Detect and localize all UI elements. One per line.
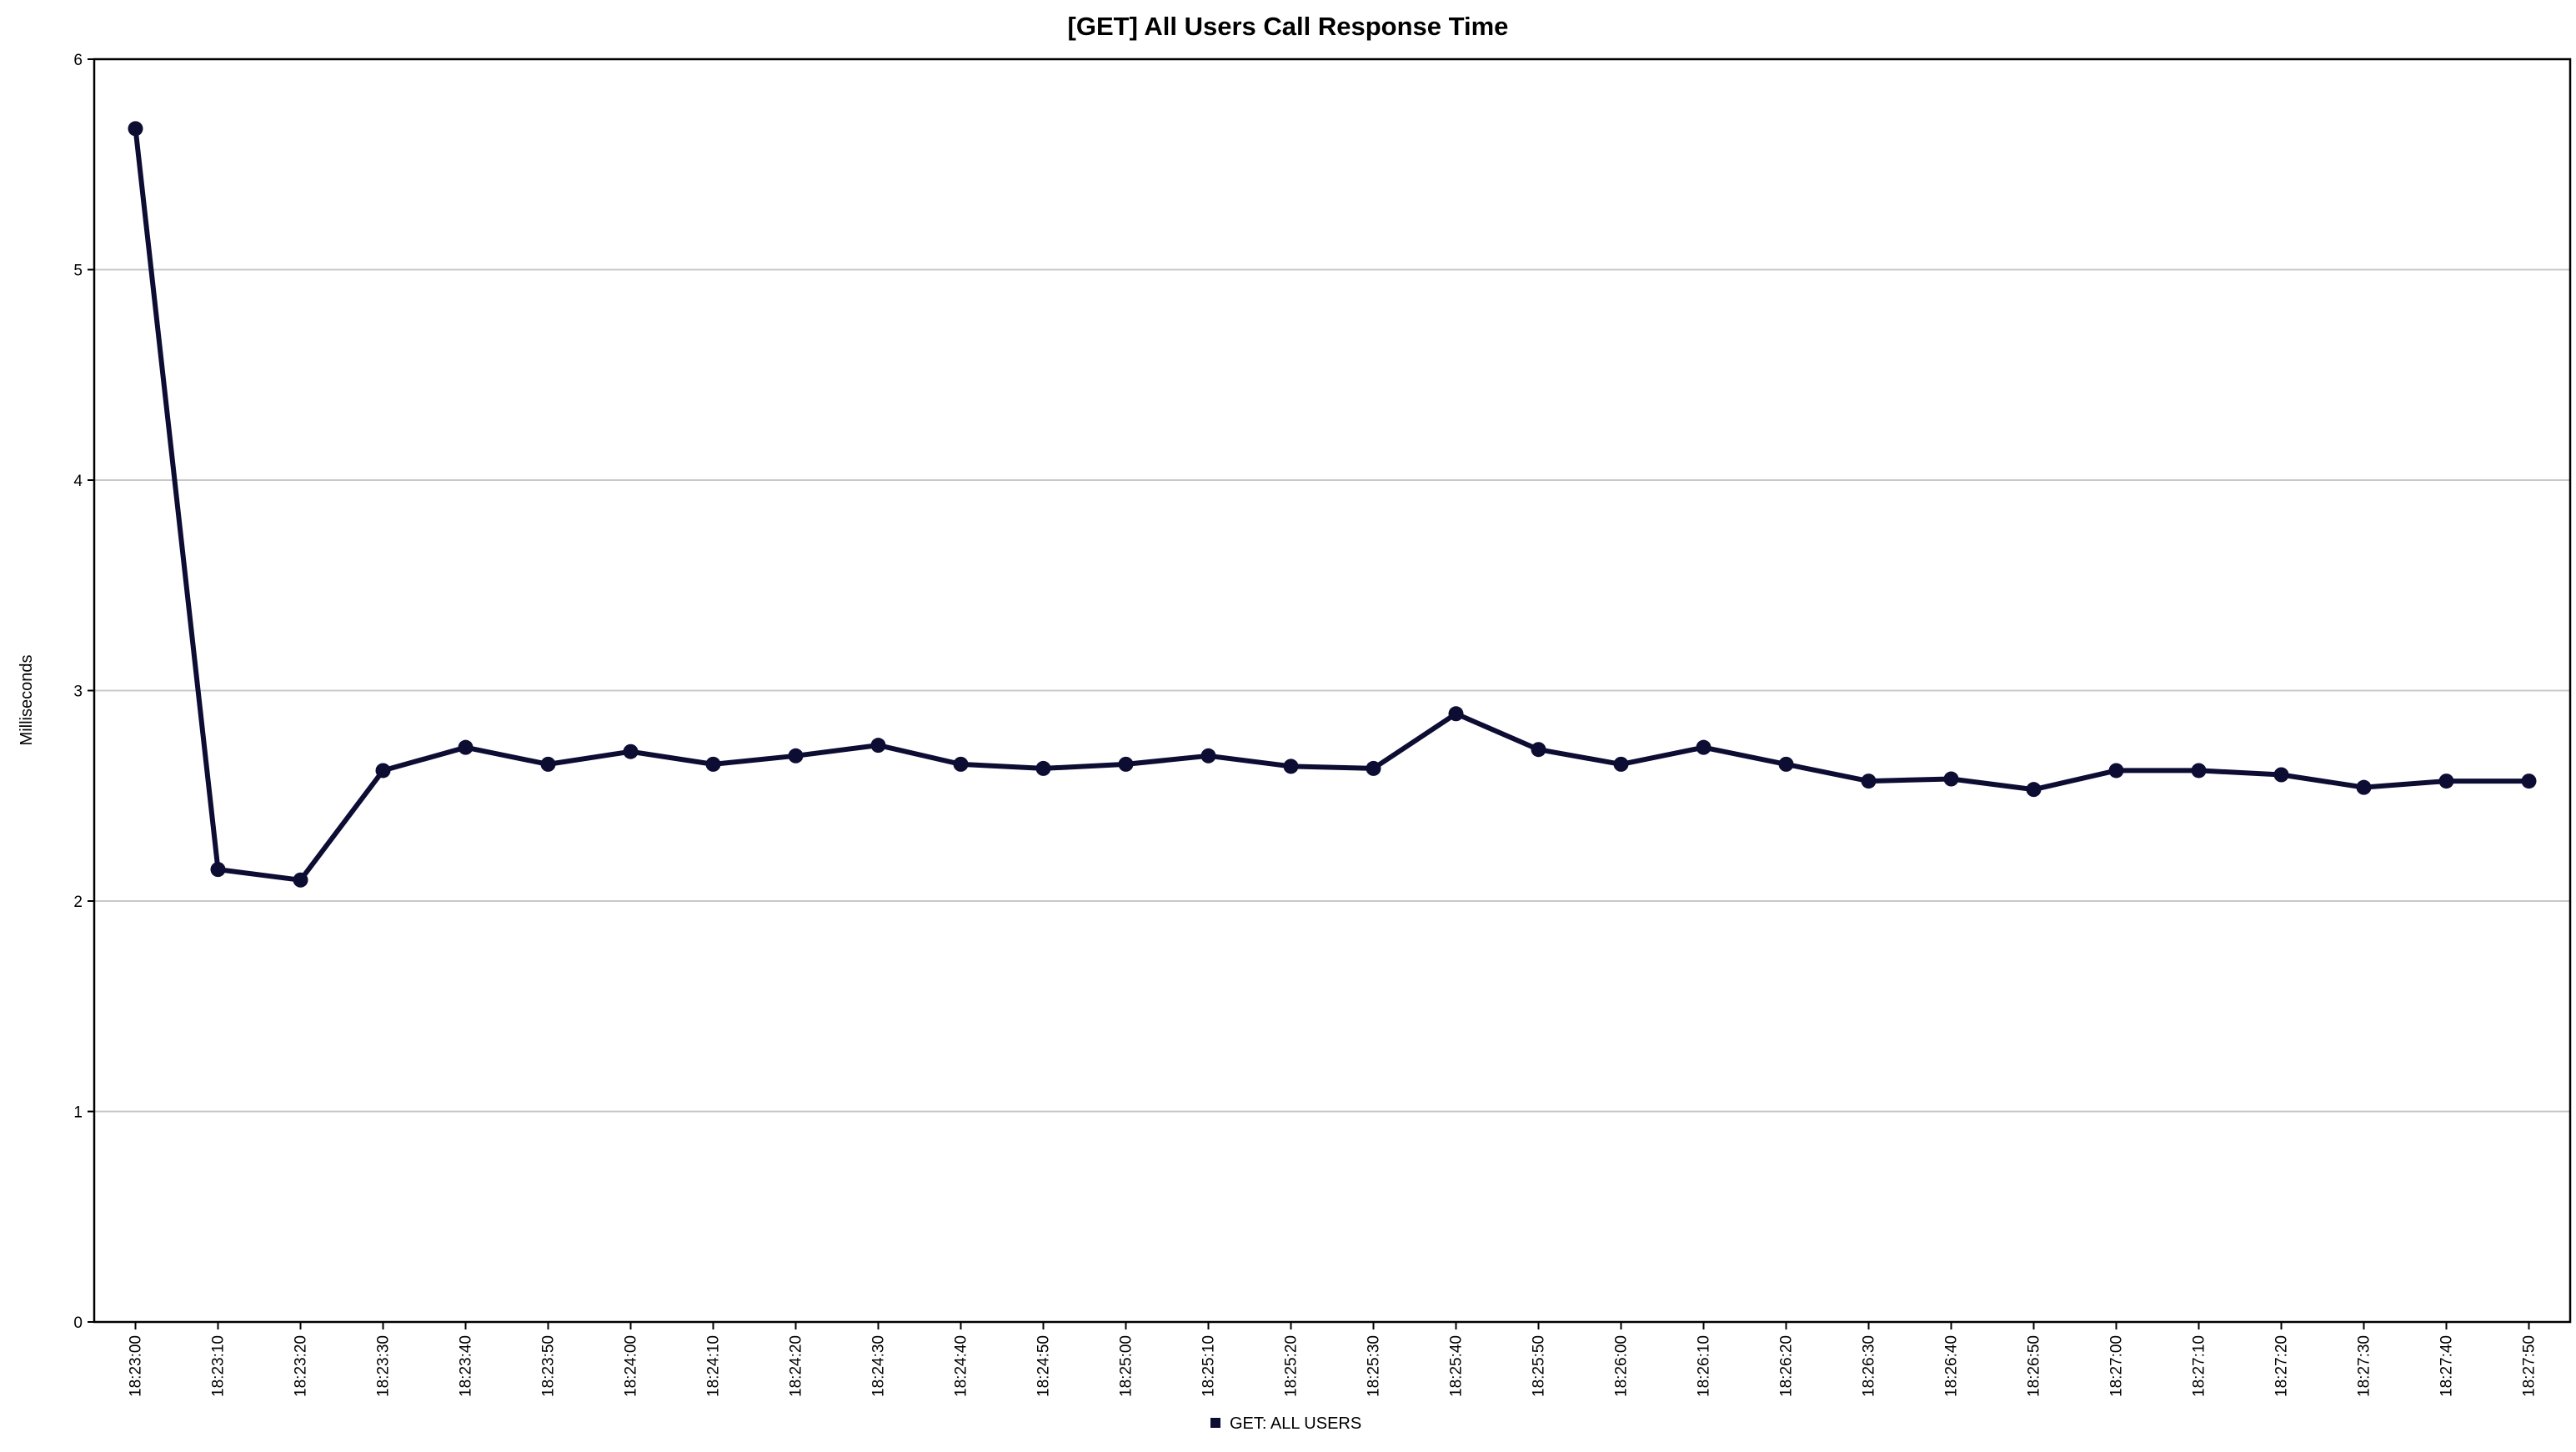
x-tick-label: 18:23:30 (375, 1335, 393, 1397)
x-tick-label: 18:24:20 (788, 1335, 805, 1397)
x-tick-labels: 18:23:00 18:23:10 18:23:20 18:23:30 18:23:40… (128, 1335, 2538, 1397)
data-point (1696, 739, 1711, 755)
series-line (133, 126, 2532, 883)
data-point (705, 756, 721, 772)
x-tick-label: 18:25:00 (1118, 1335, 1135, 1397)
x-tick-label: 18:27:40 (2438, 1335, 2456, 1397)
y-axis-label: Milliseconds (18, 655, 36, 746)
x-tick-label: 18:25:50 (1531, 1335, 1548, 1397)
x-tick-label: 18:23:10 (210, 1335, 228, 1397)
x-tick-label: 18:24:30 (870, 1335, 888, 1397)
data-point (1531, 742, 1546, 758)
data-point (1448, 706, 1464, 722)
data-point (375, 763, 391, 779)
x-tick-label: 18:24:10 (705, 1335, 723, 1397)
x-tick-label: 18:27:20 (2273, 1335, 2291, 1397)
data-point (1861, 774, 1877, 789)
x-tick-label: 18:26:20 (1778, 1335, 1796, 1397)
data-point (1778, 756, 1794, 772)
data-point (1613, 756, 1629, 772)
data-point (2521, 774, 2537, 789)
x-tick-label: 18:24:50 (1035, 1335, 1053, 1397)
x-tick-label: 18:27:30 (2356, 1335, 2373, 1397)
x-tick-label: 18:27:00 (2108, 1335, 2126, 1397)
y-tick-label: 5 (73, 263, 83, 280)
x-tick-label: 18:23:50 (540, 1335, 558, 1397)
x-tick-label: 18:23:40 (458, 1335, 475, 1397)
data-point (2026, 782, 2042, 798)
y-tick-labels: 0 1 2 3 4 5 6 (73, 52, 83, 1332)
legend-swatch (1210, 1418, 1220, 1428)
x-tick-label: 18:23:00 (128, 1335, 145, 1397)
x-tick-label: 18:26:30 (1861, 1335, 1878, 1397)
data-point (1366, 760, 1381, 776)
data-point (2356, 779, 2372, 795)
x-tick-label: 18:26:40 (1943, 1335, 1961, 1397)
chart-title: [GET] All Users Call Response Time (1068, 12, 1509, 41)
x-tick-label: 18:26:00 (1613, 1335, 1631, 1397)
x-tick-label: 18:25:20 (1283, 1335, 1301, 1397)
y-tick-label: 6 (73, 52, 83, 69)
data-point (1118, 756, 1134, 772)
data-point (458, 739, 474, 755)
x-tick-label: 18:27:10 (2191, 1335, 2208, 1397)
data-point (128, 121, 143, 137)
data-point (210, 862, 226, 878)
gridlines (94, 268, 2570, 1113)
y-tick-label: 4 (73, 473, 83, 490)
data-point (1283, 759, 1299, 774)
y-tick-label: 0 (73, 1314, 83, 1332)
data-point (1200, 748, 1216, 764)
x-tick-label: 18:25:40 (1448, 1335, 1466, 1397)
data-point (2438, 774, 2454, 789)
x-tick-label: 18:26:10 (1696, 1335, 1713, 1397)
data-point (2273, 767, 2289, 783)
axes (88, 58, 2572, 1329)
x-tick-label: 18:26:50 (2026, 1335, 2043, 1397)
plot-frame (93, 58, 2572, 1324)
x-tick-label: 18:24:40 (953, 1335, 970, 1397)
x-tick-label: 18:25:30 (1366, 1335, 1383, 1397)
legend-label: GET: ALL USERS (1230, 1414, 1361, 1433)
y-tick-label: 2 (73, 894, 83, 911)
data-point (540, 756, 556, 772)
data-point (870, 738, 886, 754)
x-tick-label: 18:27:50 (2521, 1335, 2538, 1397)
x-tick-label: 18:23:20 (293, 1335, 310, 1397)
data-point (1943, 771, 1959, 787)
series (128, 121, 2537, 888)
legend: GET: ALL USERS (1210, 1414, 1361, 1433)
x-tick-label: 18:25:10 (1200, 1335, 1218, 1397)
y-tick-label: 3 (73, 683, 83, 701)
data-point (293, 872, 308, 888)
data-point (2191, 763, 2207, 779)
data-point (2108, 763, 2124, 779)
data-point (788, 748, 804, 764)
x-tick-label: 18:24:00 (623, 1335, 640, 1397)
data-point (1035, 760, 1051, 776)
data-point (623, 744, 639, 759)
y-tick-label: 1 (73, 1104, 83, 1122)
data-point (953, 756, 969, 772)
